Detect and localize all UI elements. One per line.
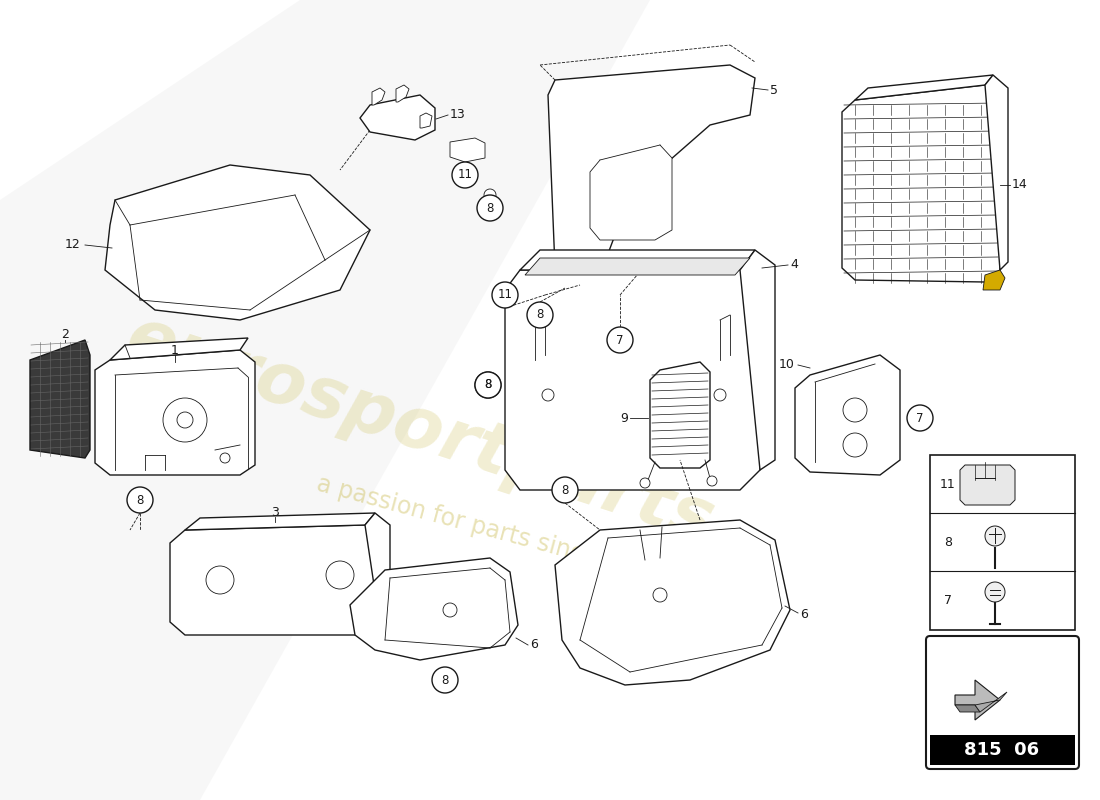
Polygon shape [842,85,1000,282]
Text: 10: 10 [779,358,795,371]
Polygon shape [350,558,518,660]
Text: 8: 8 [944,535,952,549]
Polygon shape [590,145,672,240]
Polygon shape [95,350,255,475]
Circle shape [640,478,650,488]
Text: 11: 11 [458,169,473,182]
Circle shape [220,453,230,463]
FancyBboxPatch shape [930,455,1075,630]
Polygon shape [795,355,900,475]
Text: 6: 6 [530,638,538,651]
Circle shape [206,566,234,594]
Text: 1: 1 [172,343,179,357]
Circle shape [126,487,153,513]
Polygon shape [420,113,432,128]
Polygon shape [360,95,434,140]
Polygon shape [650,362,710,468]
Polygon shape [365,513,390,625]
Text: 13: 13 [450,109,465,122]
Polygon shape [520,250,755,270]
Text: 7: 7 [616,334,624,346]
Text: 8: 8 [441,674,449,686]
Text: eurosportparts: eurosportparts [118,302,723,558]
Polygon shape [396,85,409,102]
Text: 6: 6 [800,609,807,622]
Text: a passion for parts since 1985: a passion for parts since 1985 [315,472,666,588]
Circle shape [653,588,667,602]
Text: 11: 11 [940,478,956,490]
Circle shape [477,195,503,221]
Polygon shape [30,340,90,458]
Text: 8: 8 [561,483,569,497]
Polygon shape [0,0,650,800]
Polygon shape [855,75,993,100]
Polygon shape [185,513,375,530]
Text: 7: 7 [944,594,952,606]
Polygon shape [975,692,1006,712]
Text: 3: 3 [271,506,279,518]
Circle shape [714,389,726,401]
Polygon shape [955,705,980,712]
Circle shape [432,667,458,693]
Text: 5: 5 [770,83,778,97]
Circle shape [443,603,456,617]
Circle shape [475,372,500,398]
Polygon shape [556,520,790,685]
Polygon shape [983,270,1005,290]
Polygon shape [450,138,485,162]
Circle shape [542,389,554,401]
Circle shape [475,372,500,398]
Text: 4: 4 [790,258,798,271]
FancyBboxPatch shape [926,636,1079,769]
Polygon shape [548,65,755,285]
Polygon shape [104,165,370,320]
Text: 7: 7 [916,411,924,425]
Text: 14: 14 [1012,178,1027,191]
Text: 8: 8 [136,494,144,506]
Polygon shape [525,258,750,275]
Circle shape [607,327,632,353]
Circle shape [908,405,933,431]
Polygon shape [110,338,248,360]
Polygon shape [740,250,776,470]
Circle shape [843,398,867,422]
Circle shape [326,561,354,589]
Polygon shape [960,465,1015,505]
FancyBboxPatch shape [930,735,1075,765]
Text: 8: 8 [486,202,494,214]
Circle shape [552,477,578,503]
Text: 8: 8 [484,378,492,391]
Circle shape [452,162,478,188]
Polygon shape [955,680,1000,720]
Circle shape [984,582,1005,602]
Circle shape [984,526,1005,546]
Polygon shape [505,270,760,490]
Circle shape [484,189,496,201]
Polygon shape [372,88,385,105]
Text: 815  06: 815 06 [965,741,1040,759]
Polygon shape [984,75,1008,270]
Text: 8: 8 [484,378,492,391]
Circle shape [527,302,553,328]
Text: 8: 8 [537,309,543,322]
Text: 2: 2 [62,329,69,342]
Circle shape [707,476,717,486]
Circle shape [843,433,867,457]
Text: 9: 9 [620,411,628,425]
Polygon shape [170,525,380,635]
Text: 12: 12 [64,238,80,251]
Text: 11: 11 [497,289,513,302]
Circle shape [492,282,518,308]
